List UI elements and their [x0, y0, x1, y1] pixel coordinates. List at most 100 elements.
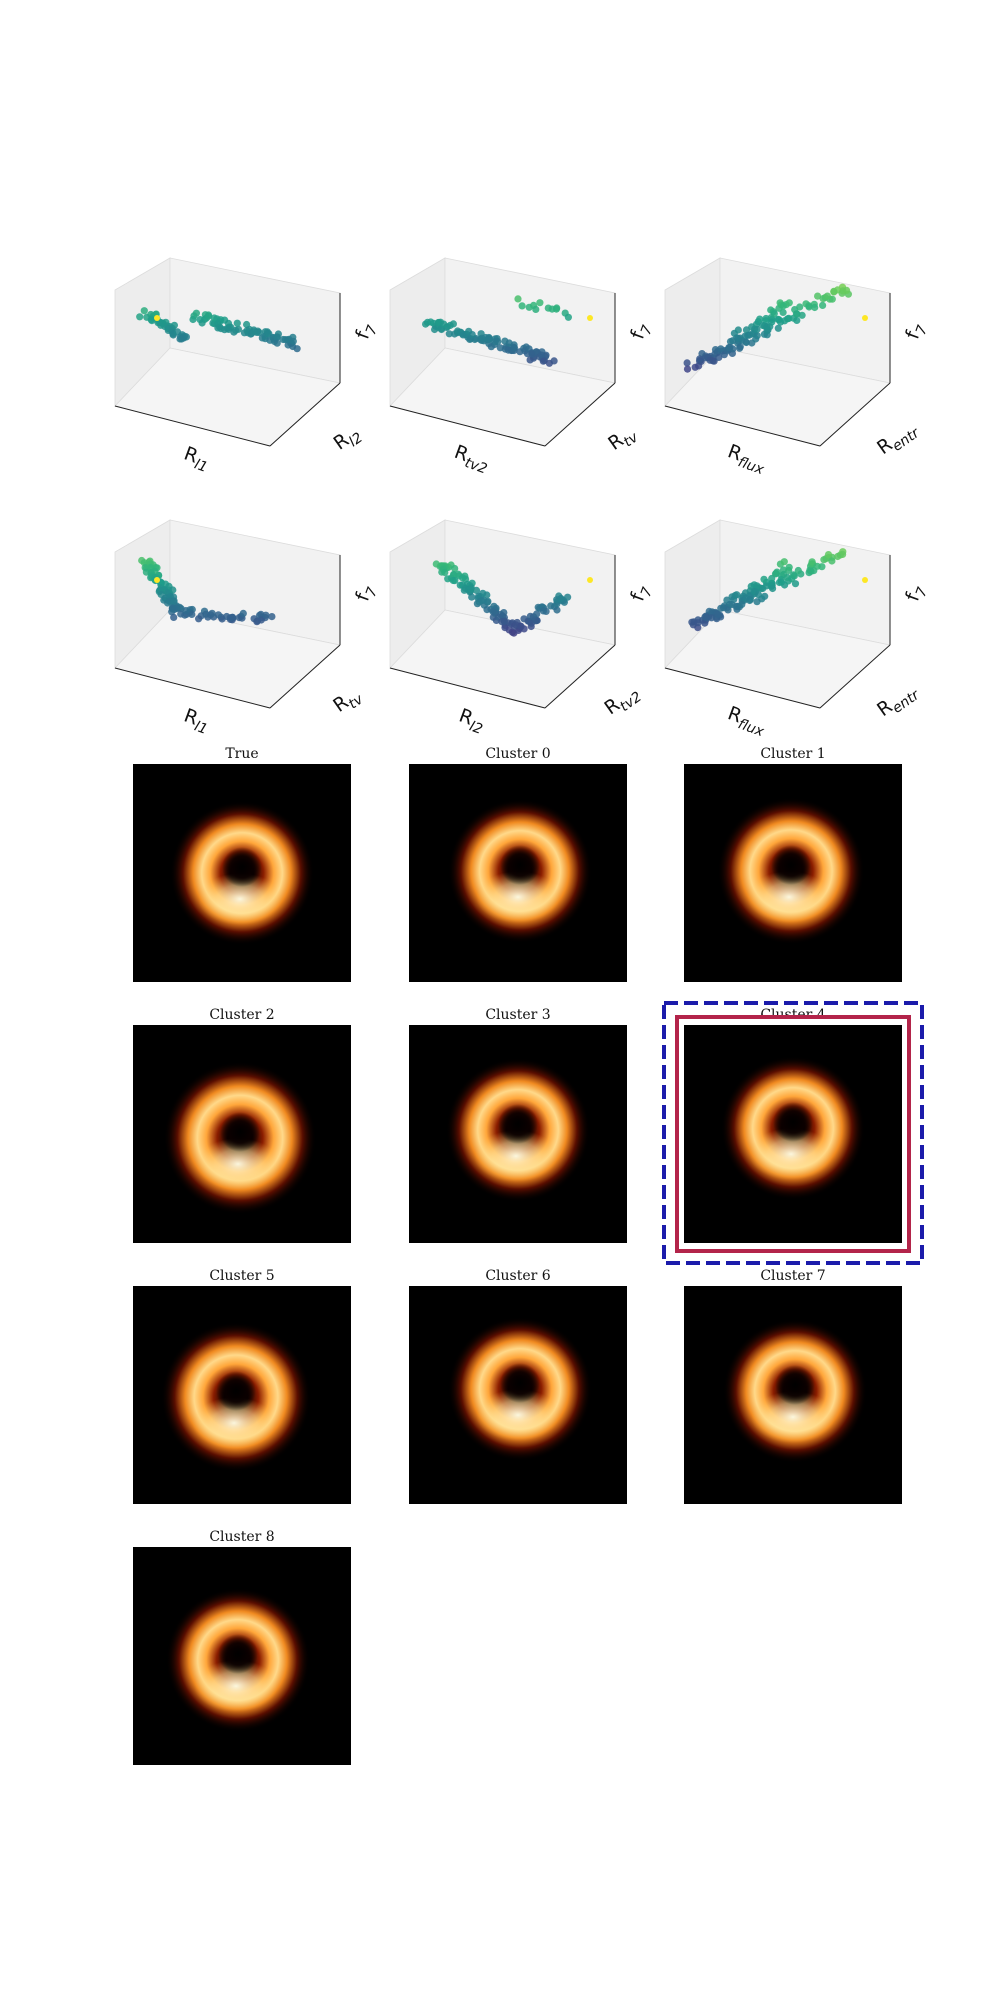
x-axis-label: Rtv2: [450, 441, 493, 478]
z-axis-label: f7: [901, 582, 931, 606]
scatter-panel-0: Rl1 Rl2 f7: [114, 257, 381, 476]
scatter-point: [528, 350, 536, 358]
scatter-point: [773, 568, 781, 576]
image-panel-5: Cluster 4: [662, 1001, 924, 1265]
scatter-point: [446, 321, 454, 329]
scatter-point: [702, 613, 710, 622]
image-title: Cluster 1: [760, 746, 825, 762]
scatter-panel-2: Rflux Rentr f7: [664, 257, 931, 478]
y-axis-line: [819, 644, 891, 709]
y-axis-label: Rentr: [873, 416, 923, 462]
scatter-point: [273, 333, 281, 341]
image-title: Cluster 2: [209, 1007, 274, 1023]
scatter-point: [768, 318, 776, 326]
image-title: Cluster 3: [485, 1007, 550, 1023]
scatter-point: [761, 592, 769, 600]
ring-shadow: [222, 847, 262, 887]
scatter-point: [445, 330, 453, 338]
scatter-point: [273, 339, 281, 347]
scatter-point: [257, 616, 265, 624]
ring-bright-spot: [194, 1660, 278, 1712]
scatter-point: [468, 593, 476, 601]
scatter-point: [140, 307, 148, 315]
x-axis-line: [114, 405, 271, 447]
scatter-point: [762, 314, 770, 323]
ring-shadow: [500, 1363, 540, 1403]
scatter-point: [738, 600, 746, 609]
scatter-point: [811, 303, 819, 312]
x-axis-label: Rl1: [180, 705, 213, 738]
scatter-point: [136, 313, 144, 321]
scatter-point: [736, 344, 744, 352]
scatter-point: [451, 564, 459, 573]
image-panel-2: Cluster 1: [684, 746, 902, 982]
z-axis-label: f7: [626, 320, 656, 344]
scatter-point: [753, 582, 761, 590]
y-axis-label: Rentr: [873, 678, 923, 724]
ring-bright-spot: [749, 1128, 833, 1180]
scatter-point: [154, 577, 160, 583]
scatter-point: [564, 313, 573, 321]
ring-shadow: [216, 1371, 256, 1411]
scatter-point: [683, 365, 692, 373]
scatter-point: [725, 344, 733, 352]
y-axis-line: [269, 382, 341, 447]
scatter-point: [808, 558, 816, 566]
y-axis-line: [819, 382, 891, 447]
ring-bright-spot: [747, 871, 831, 923]
scatter-point: [198, 319, 206, 327]
scatter-panel-1: Rtv2 Rtv f7: [389, 257, 656, 478]
scatter-point: [539, 607, 548, 615]
scatter-point: [472, 586, 481, 595]
scatter-panel-5: Rflux Rentr f7: [664, 519, 931, 740]
scatter-point: [195, 615, 203, 623]
z-axis-label: f7: [351, 582, 381, 606]
y-axis-label: Rtv: [329, 683, 367, 720]
z-axis-label: f7: [351, 320, 381, 344]
scatter-point: [552, 305, 561, 313]
scatter-point: [268, 613, 276, 621]
image-title: Cluster 0: [485, 746, 550, 762]
image-title: Cluster 5: [209, 1268, 274, 1284]
scatter-point: [293, 345, 301, 353]
scatter-point: [696, 355, 704, 363]
ring-bright-spot: [198, 873, 282, 925]
scatter-point: [785, 563, 793, 571]
scatter-point: [839, 287, 847, 295]
scatter-points: [136, 307, 301, 353]
scatter-points: [422, 295, 593, 367]
scatter-point: [819, 301, 827, 309]
x-axis-label: Rflux: [723, 702, 770, 740]
y-axis-line: [544, 644, 616, 709]
scatter-point: [192, 309, 200, 317]
ring-bright-spot: [476, 871, 560, 923]
x-axis-label: Rl1: [180, 443, 213, 476]
scatter-point: [828, 557, 836, 565]
scatter-point: [232, 326, 240, 334]
scatter-point: [813, 562, 821, 570]
scatter-point: [518, 302, 526, 310]
scatter-point: [779, 302, 787, 310]
scatter-point: [734, 334, 742, 342]
scatter-point: [289, 337, 297, 345]
scatter-point: [785, 299, 793, 307]
scatter-point: [794, 566, 802, 575]
scatter-point: [169, 597, 178, 606]
scatter-point: [792, 310, 801, 318]
ring-shadow: [773, 1102, 813, 1142]
x-axis-line: [114, 667, 271, 709]
y-axis-label: Rl2: [330, 422, 366, 458]
highlight-solid-box: [675, 1015, 911, 1253]
ring-shadow: [775, 1365, 815, 1405]
scatter-point: [759, 584, 767, 593]
scatter-point: [760, 575, 768, 583]
scatter-point: [537, 351, 546, 359]
scatter-point: [830, 288, 838, 296]
scatter-point: [517, 622, 525, 631]
scatter-point: [587, 315, 593, 321]
image-panel-7: Cluster 6: [409, 1268, 627, 1504]
scatter-point: [753, 325, 761, 333]
scatter-point: [169, 586, 177, 594]
image-panel-0: True: [133, 746, 351, 982]
